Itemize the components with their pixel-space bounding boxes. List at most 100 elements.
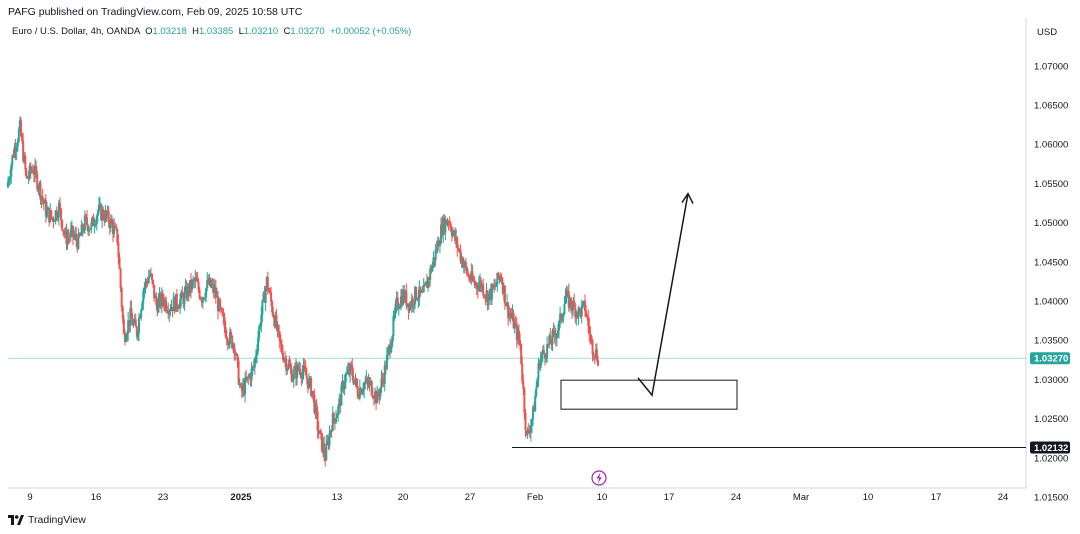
candle-body <box>574 305 577 318</box>
candle-body <box>471 271 474 280</box>
candle-body <box>589 334 592 337</box>
candle-body <box>559 313 562 322</box>
candle-body <box>215 296 218 298</box>
candle-body <box>446 222 449 225</box>
candle-body <box>104 211 107 221</box>
candle-body <box>157 299 160 313</box>
candle-body <box>13 147 16 157</box>
lightning-icon[interactable] <box>591 470 607 486</box>
candle-body <box>455 237 458 241</box>
time-tick-label: 13 <box>332 492 343 503</box>
candle-body <box>244 377 247 395</box>
candle-body <box>389 345 392 353</box>
candle-body <box>353 380 356 384</box>
candle-body <box>328 432 331 446</box>
candle-body <box>515 323 518 341</box>
candle-body <box>425 281 428 288</box>
candle-body <box>279 341 282 345</box>
candle-body <box>32 172 35 175</box>
candle-body <box>143 287 146 291</box>
time-tick-label: 17 <box>931 492 942 503</box>
candle-body <box>560 313 563 321</box>
candle-body <box>466 267 469 275</box>
candle-body <box>234 352 237 355</box>
candle-body <box>231 335 234 348</box>
candle-body <box>350 364 353 366</box>
candle-body <box>41 196 44 200</box>
candle-body <box>441 224 444 235</box>
candle-body <box>303 365 306 369</box>
candle-body <box>276 325 279 329</box>
candle-body <box>493 285 496 289</box>
candle-body <box>96 210 99 217</box>
candle-body <box>209 277 212 287</box>
candle-body <box>58 202 61 209</box>
candle-body <box>524 412 527 431</box>
candle-body <box>272 312 275 317</box>
candle-body <box>483 295 486 297</box>
candle-body <box>116 228 119 243</box>
price-tags: 1.03270 1.02132 <box>1030 352 1070 454</box>
candle-body <box>437 240 440 247</box>
candle-body <box>537 363 540 379</box>
candle-body <box>451 232 454 236</box>
candle-body <box>170 306 173 311</box>
price-tick-label: 1.06000 <box>1034 140 1068 151</box>
candle-body <box>408 304 411 312</box>
candle-body <box>147 276 150 284</box>
candle-body <box>75 233 78 241</box>
candle-body <box>339 398 342 406</box>
candle-body <box>227 344 230 346</box>
tradingview-logo-icon <box>8 515 24 525</box>
candle-body <box>237 360 240 385</box>
support-price-tag: 1.02132 <box>1030 441 1070 454</box>
candle-body <box>396 297 399 309</box>
candle-body <box>593 356 596 358</box>
candle-body <box>592 354 595 357</box>
candle-body <box>428 278 431 280</box>
candle-body <box>501 282 504 294</box>
candle-body <box>145 281 148 283</box>
close-label: C <box>283 26 291 37</box>
candle-body <box>323 443 326 455</box>
candle-body <box>502 285 505 294</box>
candle-body <box>248 375 251 378</box>
candle-body <box>440 224 443 244</box>
candle-body <box>199 297 202 299</box>
candle-body <box>365 378 368 383</box>
candle-body <box>232 344 235 348</box>
candle-body <box>263 292 266 303</box>
symbol-name: Euro / U.S. Dollar, 4h, OANDA <box>12 26 140 37</box>
candle-body <box>454 231 457 241</box>
candle-body <box>213 287 216 293</box>
candle-body <box>462 265 465 268</box>
candle-body <box>534 395 537 412</box>
candle-body <box>264 288 267 303</box>
candle-body <box>394 304 397 314</box>
candle-body <box>139 317 142 319</box>
candle-body <box>527 429 530 433</box>
time-tick-label: 17 <box>664 492 675 503</box>
candle-body <box>251 366 254 369</box>
candle-body <box>397 308 400 310</box>
candle-body <box>342 382 345 390</box>
candle-body <box>461 257 464 268</box>
candle-body <box>261 300 264 315</box>
candle-body <box>140 309 143 318</box>
high-label: H <box>192 26 199 37</box>
price-tick-label: 1.02000 <box>1034 453 1068 464</box>
candle-body <box>110 218 113 224</box>
candle-body <box>200 298 203 303</box>
candle-body <box>424 281 427 285</box>
candle-body <box>412 304 415 306</box>
candle-body <box>201 297 204 303</box>
candle-body <box>594 349 597 358</box>
candle-body <box>195 277 198 281</box>
candle-body <box>532 407 535 419</box>
candle-body <box>422 285 425 293</box>
low-label: L <box>238 26 244 37</box>
candle-body <box>270 292 273 302</box>
candle-body <box>123 333 126 342</box>
candle-body <box>491 284 494 289</box>
